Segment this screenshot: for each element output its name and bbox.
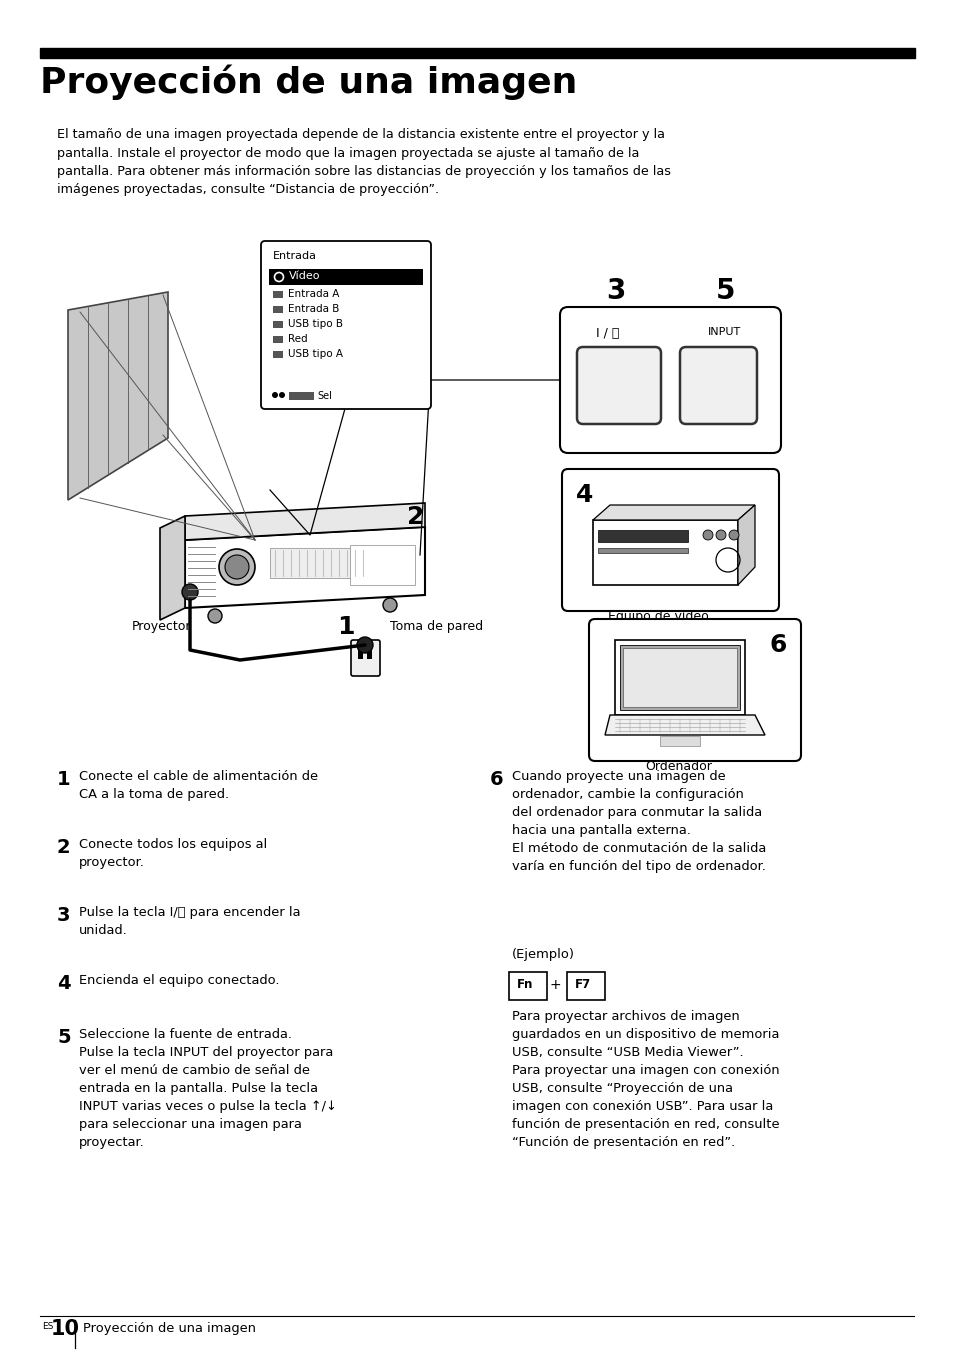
Bar [270, 548, 370, 579]
Circle shape [272, 392, 277, 397]
Text: Entrada A: Entrada A [288, 289, 339, 299]
Text: Pulse la tecla I/⏻ para encender la
unidad.: Pulse la tecla I/⏻ para encender la unid… [79, 906, 300, 937]
Circle shape [382, 598, 396, 612]
Polygon shape [604, 715, 764, 735]
Text: Proyección de una imagen: Proyección de una imagen [83, 1322, 255, 1334]
Text: 3: 3 [605, 277, 625, 306]
Text: Proyector: Proyector [132, 621, 192, 633]
Text: Equipo de vídeo: Equipo de vídeo [607, 610, 708, 623]
Bar [269, 249, 422, 266]
Text: Conecte el cable de alimentación de
CA a la toma de pared.: Conecte el cable de alimentación de CA a… [79, 771, 317, 800]
Text: 2: 2 [57, 838, 71, 857]
Text: Cuando proyecte una imagen de
ordenador, cambie la configuración
del ordenador p: Cuando proyecte una imagen de ordenador,… [512, 771, 765, 873]
Bar [615, 639, 744, 715]
Text: Para proyectar archivos de imagen
guardados en un dispositivo de memoria
USB, co: Para proyectar archivos de imagen guarda… [512, 1010, 779, 1149]
Text: 4: 4 [576, 483, 593, 507]
Text: 6: 6 [490, 771, 503, 790]
Text: ES: ES [42, 1322, 53, 1330]
Bar [273, 337, 283, 343]
Text: USB tipo B: USB tipo B [288, 319, 343, 329]
Bar [289, 392, 314, 400]
Text: Entrada: Entrada [273, 251, 316, 261]
Text: 5: 5 [716, 277, 735, 306]
Text: 5: 5 [57, 1028, 71, 1046]
Text: Entrada B: Entrada B [288, 304, 339, 314]
Bar [40, 49, 914, 58]
Text: +: + [550, 977, 561, 992]
Polygon shape [68, 292, 168, 500]
Circle shape [219, 549, 254, 585]
Text: 10: 10 [51, 1320, 80, 1338]
Bar [659, 735, 700, 746]
Text: I / ⏻: I / ⏻ [596, 327, 618, 339]
Circle shape [702, 530, 712, 539]
Polygon shape [593, 506, 754, 521]
Circle shape [278, 392, 285, 397]
Bar [367, 649, 372, 658]
FancyBboxPatch shape [679, 347, 757, 425]
Bar [619, 645, 740, 710]
FancyBboxPatch shape [351, 639, 379, 676]
Text: 3: 3 [57, 906, 71, 925]
Circle shape [182, 584, 198, 600]
Bar [622, 648, 737, 707]
Bar [598, 530, 687, 542]
Bar [273, 306, 283, 314]
FancyBboxPatch shape [559, 307, 781, 453]
Bar [350, 545, 415, 585]
Polygon shape [160, 516, 185, 621]
Bar [269, 269, 422, 285]
Text: El tamaño de una imagen proyectada depende de la distancia existente entre el pr: El tamaño de una imagen proyectada depen… [57, 128, 670, 196]
Circle shape [356, 637, 373, 653]
FancyBboxPatch shape [566, 972, 604, 1000]
Polygon shape [185, 503, 424, 539]
FancyBboxPatch shape [577, 347, 660, 425]
Text: 2: 2 [407, 506, 424, 529]
Text: Proyección de una imagen: Proyección de una imagen [40, 65, 577, 100]
Text: INPUT: INPUT [707, 327, 740, 337]
Text: 1: 1 [57, 771, 71, 790]
Bar [273, 320, 283, 329]
Bar [273, 352, 283, 358]
Text: Ordenador: Ordenador [644, 760, 711, 773]
Bar [357, 649, 363, 658]
Circle shape [225, 556, 249, 579]
FancyBboxPatch shape [261, 241, 431, 410]
Text: Sel: Sel [316, 391, 332, 402]
Circle shape [728, 530, 739, 539]
Text: F7: F7 [575, 977, 591, 991]
Text: Toma de pared: Toma de pared [390, 621, 482, 633]
Polygon shape [185, 527, 424, 608]
Text: Conecte todos los equipos al
proyector.: Conecte todos los equipos al proyector. [79, 838, 267, 869]
Text: 4: 4 [57, 973, 71, 992]
Bar [593, 521, 738, 585]
Bar [269, 387, 422, 403]
Text: 1: 1 [336, 615, 355, 639]
Text: Encienda el equipo conectado.: Encienda el equipo conectado. [79, 973, 279, 987]
Text: Seleccione la fuente de entrada.
Pulse la tecla INPUT del proyector para
ver el : Seleccione la fuente de entrada. Pulse l… [79, 1028, 336, 1149]
FancyBboxPatch shape [561, 469, 779, 611]
Circle shape [208, 608, 222, 623]
FancyBboxPatch shape [509, 972, 546, 1000]
Bar [598, 548, 687, 553]
Bar [273, 291, 283, 297]
Text: USB tipo A: USB tipo A [288, 349, 343, 360]
Text: (Ejemplo): (Ejemplo) [512, 948, 575, 961]
Text: Red: Red [288, 334, 307, 343]
FancyBboxPatch shape [588, 619, 801, 761]
Polygon shape [738, 506, 754, 585]
Text: Fn: Fn [517, 977, 533, 991]
Circle shape [716, 530, 725, 539]
Text: Vídeo: Vídeo [289, 270, 320, 281]
Text: 6: 6 [769, 633, 786, 657]
